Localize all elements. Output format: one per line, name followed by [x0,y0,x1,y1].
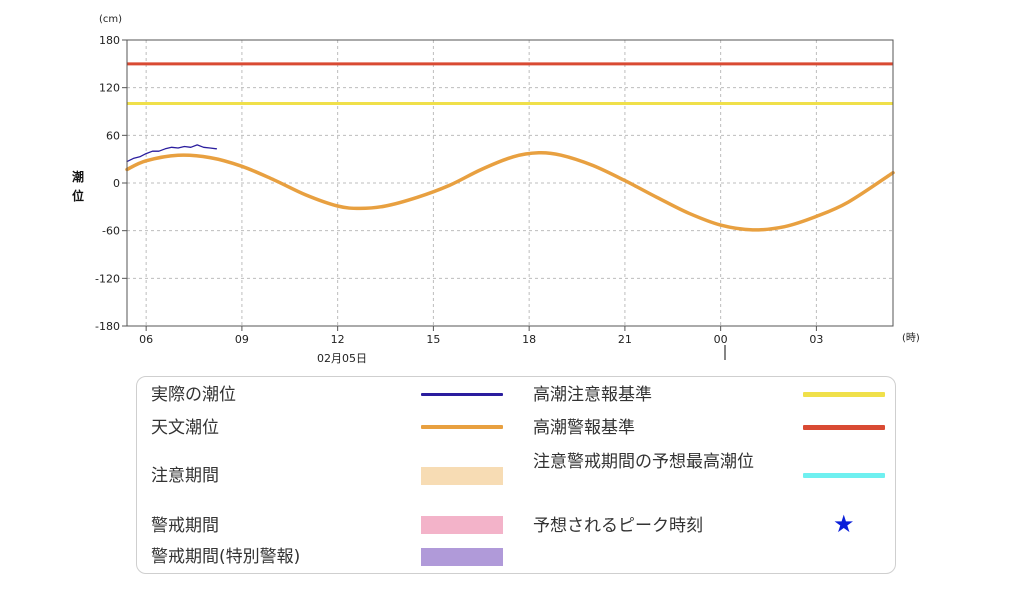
y-tick-label: 0 [113,177,120,190]
series-astronomical-tide-line [125,150,895,232]
x-tick-label: 03 [809,333,823,346]
grid-lines [127,40,893,326]
x-tick-label: 21 [618,333,632,346]
legend-label-warning-period: 警戒期間 [151,516,219,536]
y-tick-label: 180 [99,34,120,47]
tide-chart-svg: 180 120 60 0 -60 -120 -180 06 09 12 15 18 21 00 03 (cm… [72,14,920,365]
legend-item-warning-standard: 高潮警報基準 [533,414,635,442]
date-label: 02月05日 [317,352,367,365]
series-actual-tide-line [126,144,218,163]
legend-label-special-warning-period: 警戒期間(特別警報) [151,547,301,567]
legend-item-astronomical: 天文潮位 [151,414,219,442]
legend-label-warning-standard: 高潮警報基準 [533,418,635,438]
legend-label-caution-period: 注意期間 [151,466,219,486]
y-tick-label: 120 [99,82,120,95]
y-tick-label: -120 [95,272,120,285]
legend-swatch-astronomical [421,425,503,429]
tide-chart: 180 120 60 0 -60 -120 -180 06 09 12 15 18 21 00 03 (cm… [72,14,920,365]
star-icon: ★ [833,510,855,538]
legend-item-peak-time: 予想されるピーク時刻 [533,512,703,540]
legend-item-peak-forecast: 注意警戒期間の予想最高潮位 [533,447,793,477]
x-tick-label: 12 [331,333,345,346]
y-axis-label-line1: 潮 [72,169,84,184]
legend-label-peak-time: 予想されるピーク時刻 [533,516,703,536]
legend-item-advisory-standard: 高潮注意報基準 [533,381,652,409]
x-tick-label: 00 [714,333,728,346]
legend: 実際の潮位 天文潮位 注意期間 警戒期間 警戒期間(特別警報) 高潮注意報基準 … [136,376,896,574]
legend-swatch-warning-standard [803,425,885,430]
legend-label-actual: 実際の潮位 [151,385,236,405]
legend-label-peak-forecast: 注意警戒期間の予想最高潮位 [533,452,754,472]
legend-swatch-peak-forecast [803,473,885,478]
legend-item-warning-period: 警戒期間 [151,512,219,540]
legend-label-astronomical: 天文潮位 [151,418,219,438]
legend-label-advisory-standard: 高潮注意報基準 [533,385,652,405]
x-tick-label: 18 [522,333,536,346]
y-tick-label: 60 [106,129,120,142]
legend-swatch-actual [421,393,503,396]
y-tick-label: -60 [102,225,120,238]
y-tick-label: -180 [95,320,120,333]
legend-swatch-advisory-standard [803,392,885,397]
legend-swatch-caution-period [421,467,503,485]
legend-item-actual: 実際の潮位 [151,381,236,409]
x-unit-label: (時) [902,332,920,344]
x-tick-label: 06 [139,333,153,346]
y-unit-label: (cm) [99,14,122,25]
legend-swatch-special-warning-period [421,548,503,566]
legend-swatch-warning-period [421,516,503,534]
axis-labels: 180 120 60 0 -60 -120 -180 06 09 12 15 18 21 00 03 [95,34,823,346]
series-lines [125,144,895,232]
legend-item-caution-period: 注意期間 [151,462,219,490]
threshold-lines [127,62,893,106]
y-axis-label-line2: 位 [72,188,84,203]
x-tick-label: 09 [235,333,249,346]
x-tick-label: 15 [426,333,440,346]
legend-item-special-warning-period: 警戒期間(特別警報) [151,543,300,571]
